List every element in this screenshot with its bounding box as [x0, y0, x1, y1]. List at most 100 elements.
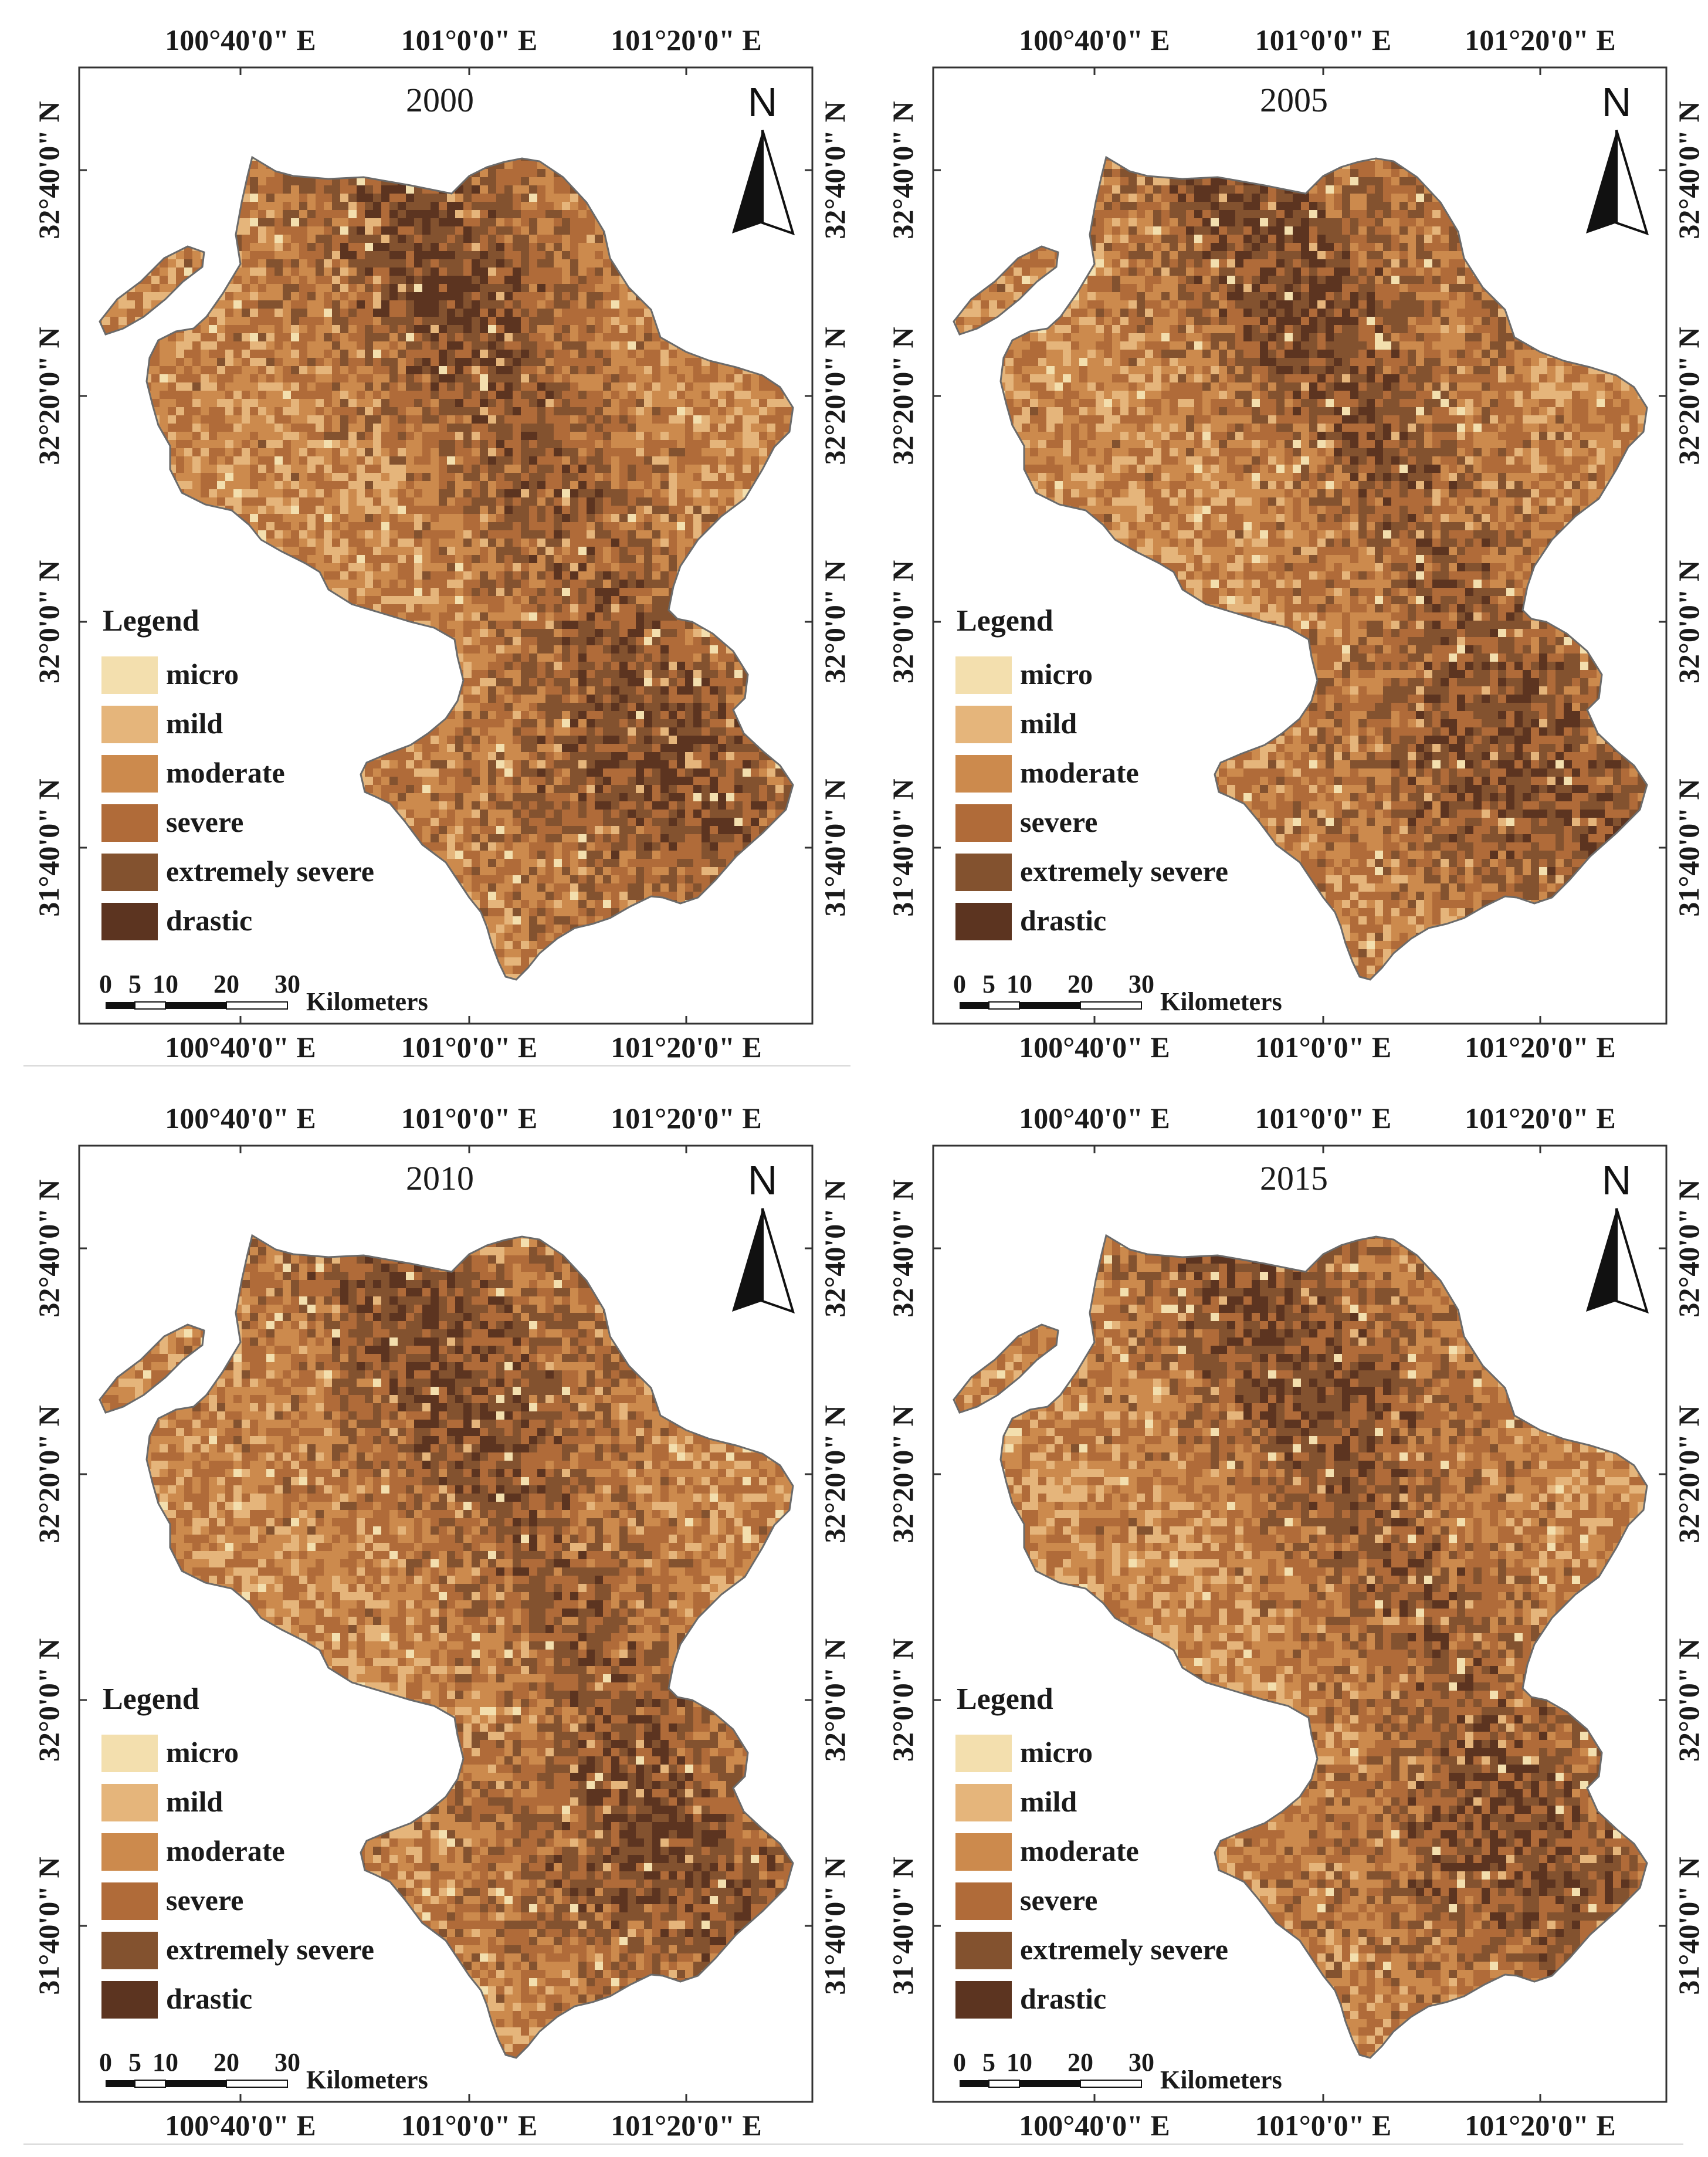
latitude-label-left: 32°20'0" N	[886, 1405, 919, 1543]
longitude-label-bottom: 101°20'0" E	[611, 1031, 762, 1064]
latitude-label-left: 31°40'0" N	[886, 1857, 919, 1995]
scale-tick-label: 10	[152, 2048, 178, 2077]
scale-tick-label: 20	[1068, 2048, 1093, 2077]
longitude-label-bottom: 101°0'0" E	[401, 2109, 538, 2142]
region-boundary	[953, 1234, 1648, 2059]
latitude-label-left: 32°20'0" N	[32, 327, 65, 465]
legend-swatch	[954, 902, 1013, 942]
longitude-label-bottom: 101°20'0" E	[1465, 1031, 1616, 1064]
legend-swatch	[954, 655, 1013, 695]
longitude-label-bottom: 101°20'0" E	[1465, 2109, 1616, 2142]
legend-title: Legend	[103, 604, 199, 638]
longitude-label-top: 101°0'0" E	[1255, 23, 1392, 56]
latitude-label-left: 32°0'0" N	[886, 1638, 919, 1762]
legend-label: micro	[166, 1736, 239, 1769]
latitude-label-left: 31°40'0" N	[32, 778, 65, 916]
latitude-label-left: 32°40'0" N	[32, 1179, 65, 1317]
north-label: N	[1602, 79, 1632, 125]
legend-label: severe	[1020, 1884, 1097, 1916]
longitude-label-top: 101°20'0" E	[1465, 23, 1616, 56]
legend-label: drastic	[166, 1982, 252, 2015]
legend: Legend micro mild moderate severe extremely s…	[100, 604, 374, 942]
scale-unit-label: Kilometers	[306, 987, 428, 1016]
north-arrow-icon: N	[1586, 79, 1649, 236]
longitude-label-top: 101°0'0" E	[1255, 1102, 1392, 1135]
map-panel-2000: 2000 N 100°40'0" E 100°40'0" E 101°0'0" E 101…	[0, 0, 854, 1078]
scale-unit-label: Kilometers	[1160, 2065, 1282, 2094]
longitude-label-bottom: 100°40'0" E	[1019, 2109, 1170, 2142]
legend-label: moderate	[1020, 756, 1139, 789]
north-label: N	[748, 1157, 778, 1203]
latitude-label-right: 32°0'0" N	[818, 560, 851, 683]
longitude-label-top: 101°20'0" E	[611, 1102, 762, 1135]
scale-tick-label: 0	[99, 2048, 112, 2077]
scale-tick-label: 20	[1068, 970, 1093, 998]
legend-swatch	[100, 852, 159, 892]
legend-label: mild	[166, 1785, 223, 1818]
scale-tick-label: 20	[214, 970, 239, 998]
north-arrow-icon: N	[1586, 1157, 1649, 1314]
scale-tick-label: 5	[128, 970, 141, 998]
legend-label: micro	[1020, 658, 1093, 690]
longitude-label-top: 100°40'0" E	[165, 1102, 316, 1135]
longitude-label-top: 100°40'0" E	[1019, 23, 1170, 56]
legend-label: extremely severe	[166, 1933, 374, 1966]
legend-swatch	[954, 852, 1013, 892]
scale-tick-label: 20	[214, 2048, 239, 2077]
map-year-title: 2000	[406, 81, 474, 119]
divider-line-bottom	[23, 2144, 1683, 2145]
latitude-label-left: 32°0'0" N	[886, 560, 919, 683]
north-arrow-icon: N	[732, 79, 795, 236]
legend-swatch	[954, 1733, 1013, 1773]
legend: Legend micro mild moderate severe extremely s…	[100, 1682, 374, 2020]
latitude-label-right: 32°0'0" N	[818, 1638, 851, 1762]
longitude-label-top: 101°0'0" E	[401, 23, 538, 56]
latitude-label-left: 31°40'0" N	[32, 1857, 65, 1995]
legend-swatch	[954, 754, 1013, 794]
legend-label: moderate	[166, 1834, 285, 1867]
divider-line-top	[23, 1065, 850, 1066]
latitude-label-right: 32°40'0" N	[818, 1179, 851, 1317]
latitude-label-right: 31°40'0" N	[1672, 1857, 1705, 1995]
latitude-label-right: 32°40'0" N	[1672, 101, 1705, 239]
longitude-label-bottom: 101°20'0" E	[611, 2109, 762, 2142]
legend-title: Legend	[957, 604, 1053, 638]
scale-tick-label: 10	[1006, 2048, 1032, 2077]
longitude-label-bottom: 100°40'0" E	[1019, 1031, 1170, 1064]
longitude-label-top: 101°20'0" E	[1465, 1102, 1616, 1135]
latitude-label-left: 32°40'0" N	[886, 101, 919, 239]
legend-label: extremely severe	[1020, 1933, 1228, 1966]
legend-label: mild	[1020, 707, 1077, 740]
legend: Legend micro mild moderate severe extremely s…	[954, 604, 1228, 942]
longitude-label-top: 100°40'0" E	[165, 23, 316, 56]
legend-swatch	[100, 1980, 159, 2020]
legend-swatch	[100, 803, 159, 843]
latitude-label-right: 32°0'0" N	[1672, 1638, 1705, 1762]
legend-swatch	[100, 655, 159, 695]
map-panel-2005: 2005 N 100°40'0" E 100°40'0" E 101°0'0" E 101…	[854, 0, 1708, 1078]
legend-swatch	[100, 1783, 159, 1823]
latitude-label-left: 32°40'0" N	[886, 1179, 919, 1317]
legend-swatch	[100, 754, 159, 794]
map-year-title: 2005	[1260, 81, 1328, 119]
legend-swatch	[100, 1832, 159, 1872]
legend-label: drastic	[1020, 1982, 1106, 2015]
scale-tick-label: 10	[1006, 970, 1032, 998]
legend-label: drastic	[166, 904, 252, 937]
scale-tick-label: 30	[1128, 970, 1154, 998]
latitude-label-left: 32°0'0" N	[32, 560, 65, 683]
latitude-label-right: 32°20'0" N	[818, 1405, 851, 1543]
scale-unit-label: Kilometers	[306, 2065, 428, 2094]
legend-swatch	[100, 902, 159, 942]
scale-tick-label: 0	[99, 970, 112, 998]
legend-label: micro	[166, 658, 239, 690]
latitude-label-left: 32°20'0" N	[32, 1405, 65, 1543]
legend-swatch	[954, 1832, 1013, 1872]
legend: Legend micro mild moderate severe extremely s…	[954, 1682, 1228, 2020]
scale-tick-label: 5	[128, 2048, 141, 2077]
